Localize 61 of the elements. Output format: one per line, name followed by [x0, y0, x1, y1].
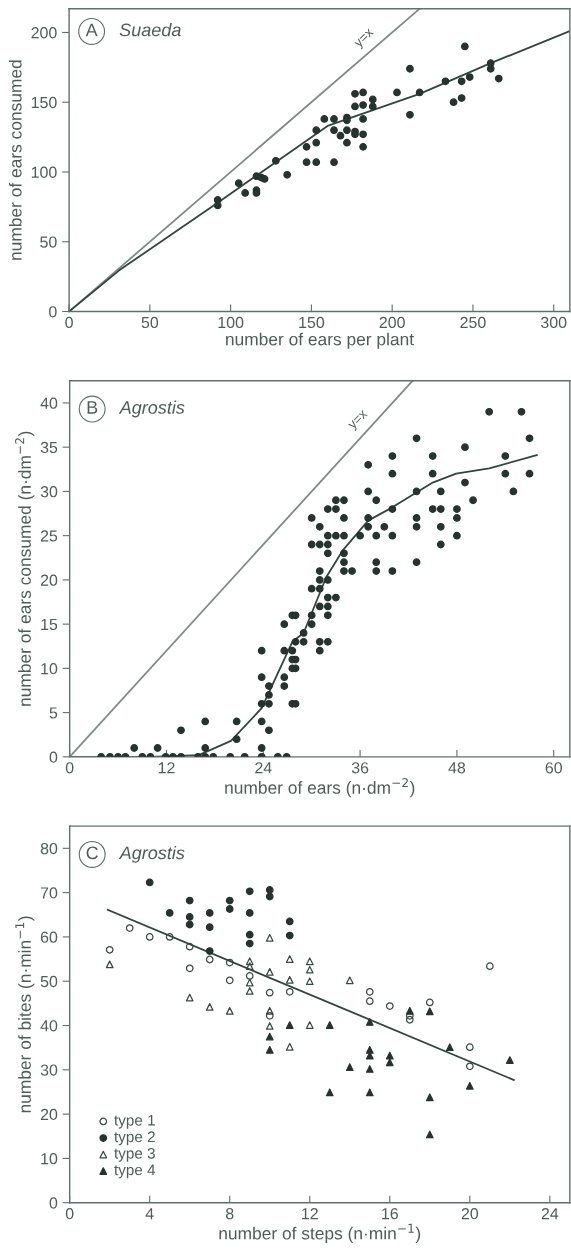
annotation: y=x — [354, 28, 376, 50]
legend-label: type 2 — [114, 1131, 155, 1146]
x-tick-label: 12 — [158, 762, 175, 774]
y-tick-label: 0 — [49, 306, 57, 318]
x-tick-label: 4 — [145, 1208, 154, 1220]
y-tick-label: 15 — [41, 618, 58, 631]
text: Agrostis — [118, 400, 185, 418]
y-tick-label: 50 — [40, 236, 57, 248]
text: B — [87, 401, 98, 414]
y-tick-label: 10 — [41, 1153, 58, 1165]
y-tick-label: 60 — [40, 931, 58, 943]
y-tick-label: 20 — [40, 574, 58, 586]
x-axis-title: number of ears per plant — [226, 332, 414, 349]
x-tick-label: 0 — [65, 762, 74, 774]
x-tick-label: 50 — [141, 316, 159, 329]
y-axis-title: number of ears consumed — [8, 60, 22, 260]
y-tick-label: 0 — [49, 1197, 58, 1209]
y-tick-label: 30 — [40, 486, 58, 498]
x-tick-label: 36 — [351, 762, 369, 774]
x-tick-label: 300 — [540, 316, 567, 329]
legend-label: type 3 — [114, 1147, 155, 1162]
text: Suaeda — [119, 23, 181, 37]
x-tick-label: 0 — [65, 1207, 74, 1220]
x-tick-label: 250 — [460, 316, 486, 329]
x-tick-label: 20 — [461, 1207, 479, 1220]
x-tick-label: 48 — [448, 762, 466, 774]
y-tick-label: 150 — [31, 96, 57, 109]
y-tick-label: 100 — [31, 166, 57, 178]
annotation: y=x — [348, 409, 370, 432]
y-tick-label: 80 — [40, 842, 58, 855]
x-tick-label: 8 — [225, 1207, 234, 1220]
x-axis-title: number of ears (n·dm$^{−2}$) — [225, 777, 415, 798]
x-axis-title: number of steps (n·min$^{−1}$) — [219, 1223, 421, 1243]
y-tick-label: 50 — [40, 975, 58, 988]
y-tick-label: 40 — [40, 397, 58, 409]
y-tick-label: 200 — [31, 27, 57, 39]
x-tick-label: 12 — [302, 1207, 318, 1220]
y-axis-title: number of bites (n·min$^{−1}$) — [15, 916, 35, 1113]
x-tick-label: 150 — [299, 316, 325, 329]
y-tick-label: 20 — [40, 1108, 58, 1121]
x-tick-label: 0 — [65, 316, 73, 329]
legend-label: type 1 — [114, 1114, 155, 1129]
y-tick-label: 40 — [40, 1020, 58, 1032]
text: Agrostis — [118, 845, 185, 863]
x-tick-label: 100 — [218, 316, 244, 329]
y-tick-label: 5 — [49, 707, 58, 719]
text: A — [85, 23, 98, 37]
y-tick-label: 35 — [40, 441, 58, 454]
text: C — [86, 846, 98, 860]
legend-label: type 4 — [114, 1164, 156, 1179]
y-axis-title: number of ears consumed (n·dm$^{−2}$) — [15, 431, 35, 706]
x-tick-label: 16 — [382, 1207, 398, 1220]
x-tick-label: 24 — [541, 1207, 559, 1220]
x-tick-label: 200 — [379, 316, 405, 329]
x-tick-label: 60 — [545, 762, 562, 774]
y-tick-label: 0 — [49, 751, 58, 763]
y-tick-label: 30 — [40, 1064, 58, 1076]
y-tick-label: 25 — [40, 530, 58, 542]
y-tick-label: 70 — [40, 887, 58, 899]
y-tick-label: 10 — [41, 663, 58, 675]
x-tick-label: 24 — [255, 762, 272, 774]
